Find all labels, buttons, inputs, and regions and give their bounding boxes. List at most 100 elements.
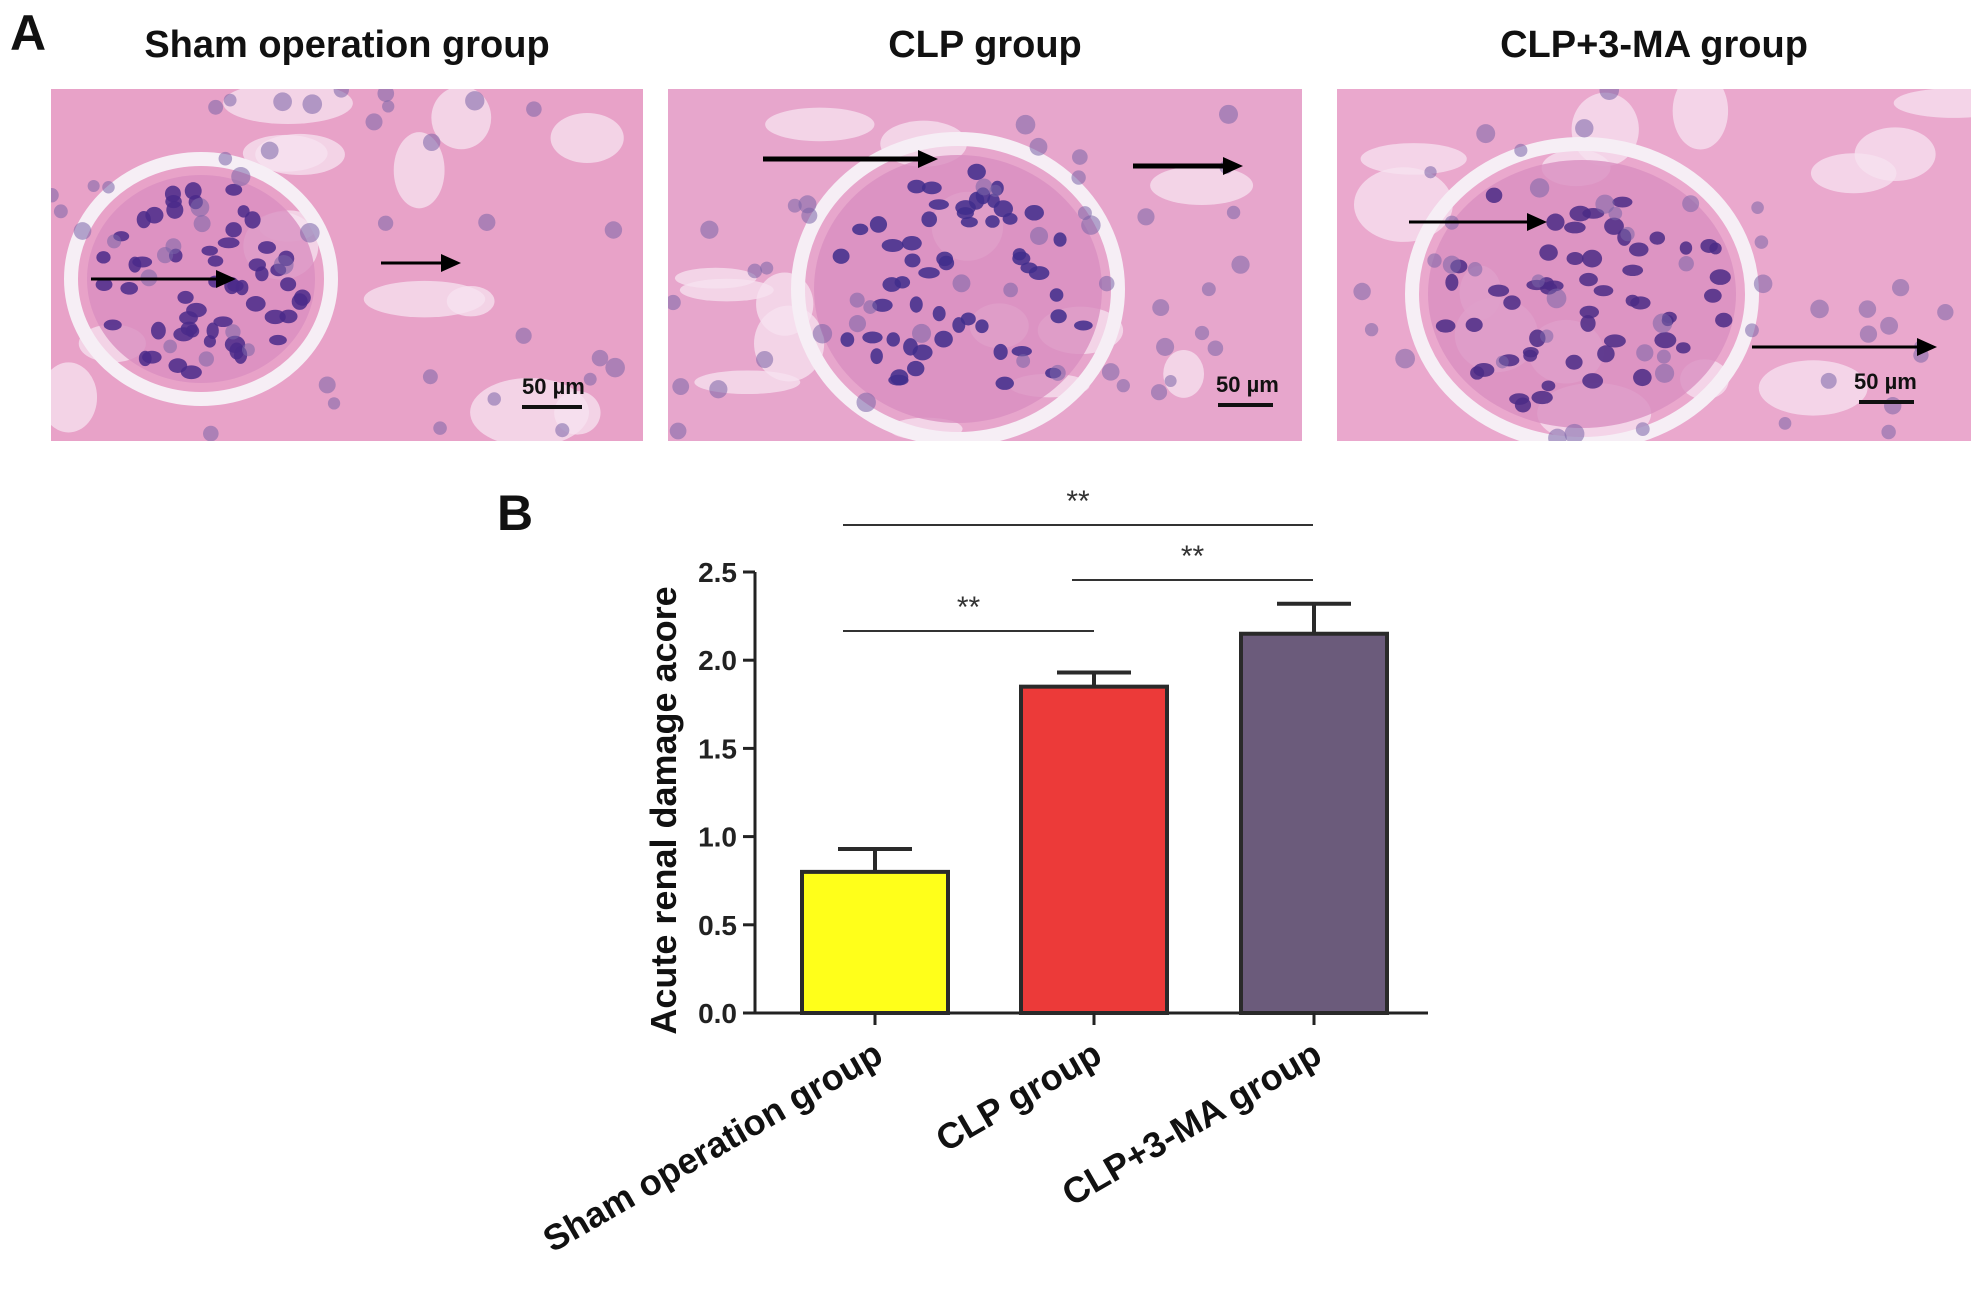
x-category-label: Sham operation group <box>536 1032 889 1260</box>
tubular-nucleus <box>1678 255 1694 272</box>
sham-micrograph-image <box>51 89 643 441</box>
tubular-nucleus <box>583 372 597 386</box>
nucleus <box>224 335 246 353</box>
tubular-nucleus <box>1101 363 1120 381</box>
tubular-nucleus <box>604 221 623 239</box>
y-tick-label: 1.5 <box>698 733 737 764</box>
x-category-label: CLP group <box>929 1032 1108 1159</box>
nucleus <box>1050 309 1067 324</box>
tubular-nucleus <box>1116 379 1130 393</box>
bar <box>800 869 950 1015</box>
tubular-nucleus <box>1858 300 1877 318</box>
nucleus <box>237 205 250 218</box>
nucleus <box>180 321 198 336</box>
tubular-nucleus <box>53 204 68 219</box>
nucleus <box>225 222 242 238</box>
tubular-nucleus <box>1754 235 1769 249</box>
nucleus <box>1541 380 1556 392</box>
nucleus <box>1488 284 1510 297</box>
nucleus <box>1582 373 1604 389</box>
lumen-space <box>765 107 875 142</box>
tubular-nucleus <box>1654 363 1675 383</box>
nucleus <box>938 255 955 271</box>
nucleus <box>213 316 233 328</box>
nucleus <box>1028 266 1050 281</box>
tubular-nucleus <box>700 220 719 239</box>
tubular-nucleus <box>327 397 341 410</box>
nucleus <box>1700 238 1718 253</box>
nucleus <box>869 216 888 233</box>
lumen-space <box>1758 360 1868 416</box>
tubular-nucleus <box>1207 340 1224 357</box>
arrow-head <box>1527 213 1547 231</box>
tubular-nucleus <box>1077 206 1092 221</box>
tubular-nucleus <box>208 99 224 115</box>
tubular-nucleus <box>747 263 763 279</box>
lumen-space <box>1810 153 1897 194</box>
nucleus <box>180 365 202 380</box>
tubular-nucleus <box>1016 354 1031 368</box>
glomerulus-capsule <box>64 152 338 406</box>
tubular-nucleus <box>1564 423 1585 441</box>
nucleus <box>1049 288 1064 302</box>
tubular-nucleus <box>433 421 447 435</box>
tubular-nucleus <box>1395 348 1415 369</box>
tubular-nucleus <box>912 323 932 343</box>
sham-image-title: Sham operation group <box>144 24 550 66</box>
tubular-nucleus <box>1820 372 1837 389</box>
nucleus <box>901 235 922 251</box>
nucleus <box>96 251 111 264</box>
nucleus <box>934 330 953 348</box>
nucleus <box>1628 242 1649 257</box>
tubular-nucleus <box>1810 299 1829 319</box>
y-tick-label: 0.0 <box>698 998 737 1029</box>
tubular-nucleus <box>1546 288 1567 309</box>
tubular-nucleus <box>1575 119 1594 138</box>
tubular-nucleus <box>668 294 681 311</box>
tubular-nucleus <box>231 166 251 187</box>
nucleus <box>201 245 218 256</box>
nucleus <box>832 248 850 264</box>
tubular-nucleus <box>952 274 971 293</box>
nucleus <box>1704 288 1722 303</box>
tubular-nucleus <box>1442 255 1461 274</box>
nucleus <box>120 281 139 295</box>
nucleus <box>1604 217 1624 235</box>
nucleus <box>244 211 261 229</box>
nucleus <box>932 305 946 322</box>
clp-image-title: CLP group <box>888 24 1082 66</box>
tubular-nucleus <box>1015 114 1036 135</box>
nucleus <box>1679 241 1693 255</box>
arrow-head <box>1223 157 1243 175</box>
nucleus <box>907 179 926 194</box>
tubular-nucleus <box>1937 304 1954 321</box>
nucleus <box>1709 269 1731 285</box>
nucleus <box>987 193 1000 208</box>
tubular-nucleus <box>102 180 115 194</box>
nucleus <box>177 290 194 304</box>
nucleus <box>1012 248 1027 261</box>
nucleus <box>975 319 989 334</box>
tubular-nucleus <box>975 178 993 196</box>
nucleus <box>293 289 311 306</box>
tubular-nucleus <box>1531 274 1545 288</box>
lumen-space <box>51 362 98 433</box>
significance-label: ** <box>1066 485 1090 518</box>
nucleus <box>132 256 153 268</box>
nucleus <box>985 215 1000 228</box>
lumen-space <box>1360 143 1467 175</box>
tubular-nucleus <box>198 351 214 367</box>
tubular-nucleus <box>756 350 774 369</box>
significance-label: ** <box>1181 540 1205 573</box>
nucleus <box>217 237 240 249</box>
tubular-nucleus <box>302 94 323 114</box>
tubular-nucleus <box>190 197 210 217</box>
nucleus <box>886 332 900 347</box>
nucleus <box>1465 317 1483 332</box>
nucleus <box>1539 244 1558 261</box>
tubular-nucleus <box>318 376 336 394</box>
nucleus <box>928 199 949 210</box>
tubular-nucleus <box>107 234 122 249</box>
clp-micrograph-image <box>668 89 1302 441</box>
nucleus <box>993 343 1008 361</box>
